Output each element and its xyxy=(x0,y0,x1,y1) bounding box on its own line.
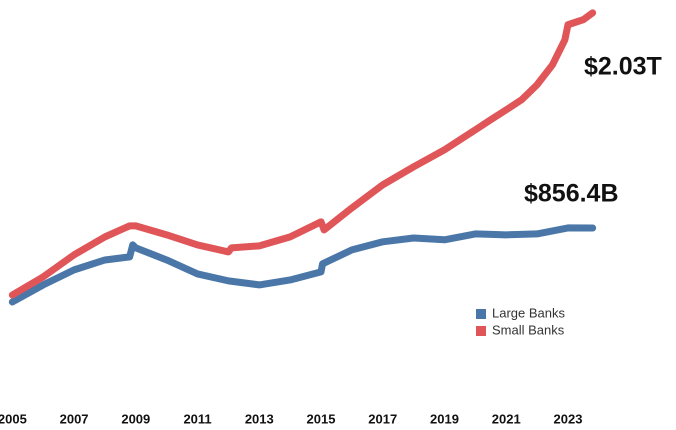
x-tick-label: 2007 xyxy=(60,411,89,426)
x-tick-label: 2023 xyxy=(554,411,583,426)
line xyxy=(8,224,597,306)
legend-swatch xyxy=(476,326,486,336)
legend-label: Small Banks xyxy=(492,322,565,337)
x-tick-label: 2013 xyxy=(245,411,274,426)
legend-label: Large Banks xyxy=(492,305,565,320)
x-tick-label: 2017 xyxy=(368,411,397,426)
x-tick-label: 2019 xyxy=(430,411,459,426)
line xyxy=(8,9,597,299)
end-label: $2.03T xyxy=(584,53,662,81)
legend-swatch xyxy=(476,309,486,319)
x-tick-label: 2009 xyxy=(121,411,150,426)
x-tick-label: 2015 xyxy=(307,411,336,426)
x-tick-label: 2005 xyxy=(0,411,27,426)
x-tick-label: 2011 xyxy=(183,411,211,426)
x-tick-label: 2021 xyxy=(492,411,521,426)
end-label: $856.4B xyxy=(524,180,619,208)
